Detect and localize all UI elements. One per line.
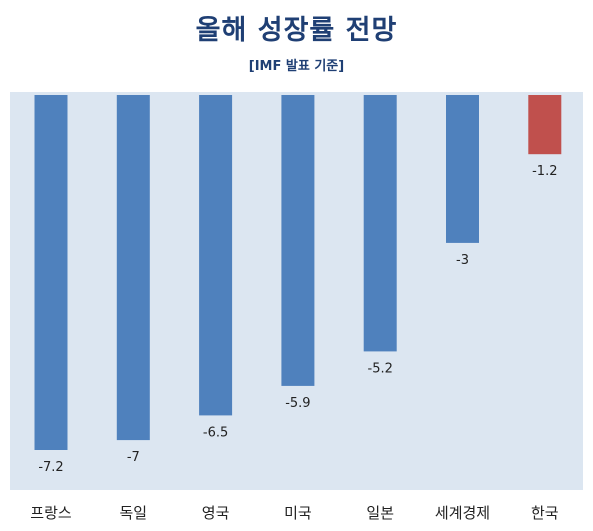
category-label-독일: 독일 — [119, 504, 147, 522]
value-label-독일: -7 — [127, 450, 140, 465]
category-label-세계경제: 세계경제 — [435, 504, 490, 522]
value-label-미국: -5.9 — [285, 396, 310, 411]
bar-일본 — [363, 95, 397, 352]
bar-한국 — [528, 95, 562, 155]
value-label-세계경제: -3 — [456, 253, 469, 268]
value-label-영국: -6.5 — [203, 425, 228, 440]
chart-subtitle: [IMF 발표 기준] — [248, 59, 345, 74]
bar-독일 — [116, 95, 150, 441]
chart-title: 올해 성장률 전망 — [195, 15, 398, 46]
bar-프랑스 — [34, 95, 68, 450]
category-label-미국: 미국 — [284, 504, 312, 522]
value-label-한국: -1.2 — [532, 164, 557, 179]
category-label-프랑스: 프랑스 — [30, 504, 72, 522]
category-label-영국: 영국 — [202, 504, 230, 522]
category-label-한국: 한국 — [531, 504, 559, 522]
value-label-프랑스: -7.2 — [38, 460, 63, 475]
value-label-일본: -5.2 — [368, 361, 393, 376]
bar-세계경제 — [446, 95, 479, 243]
bar-미국 — [281, 95, 315, 386]
bar-영국 — [199, 95, 233, 416]
category-label-일본: 일본 — [366, 504, 394, 522]
